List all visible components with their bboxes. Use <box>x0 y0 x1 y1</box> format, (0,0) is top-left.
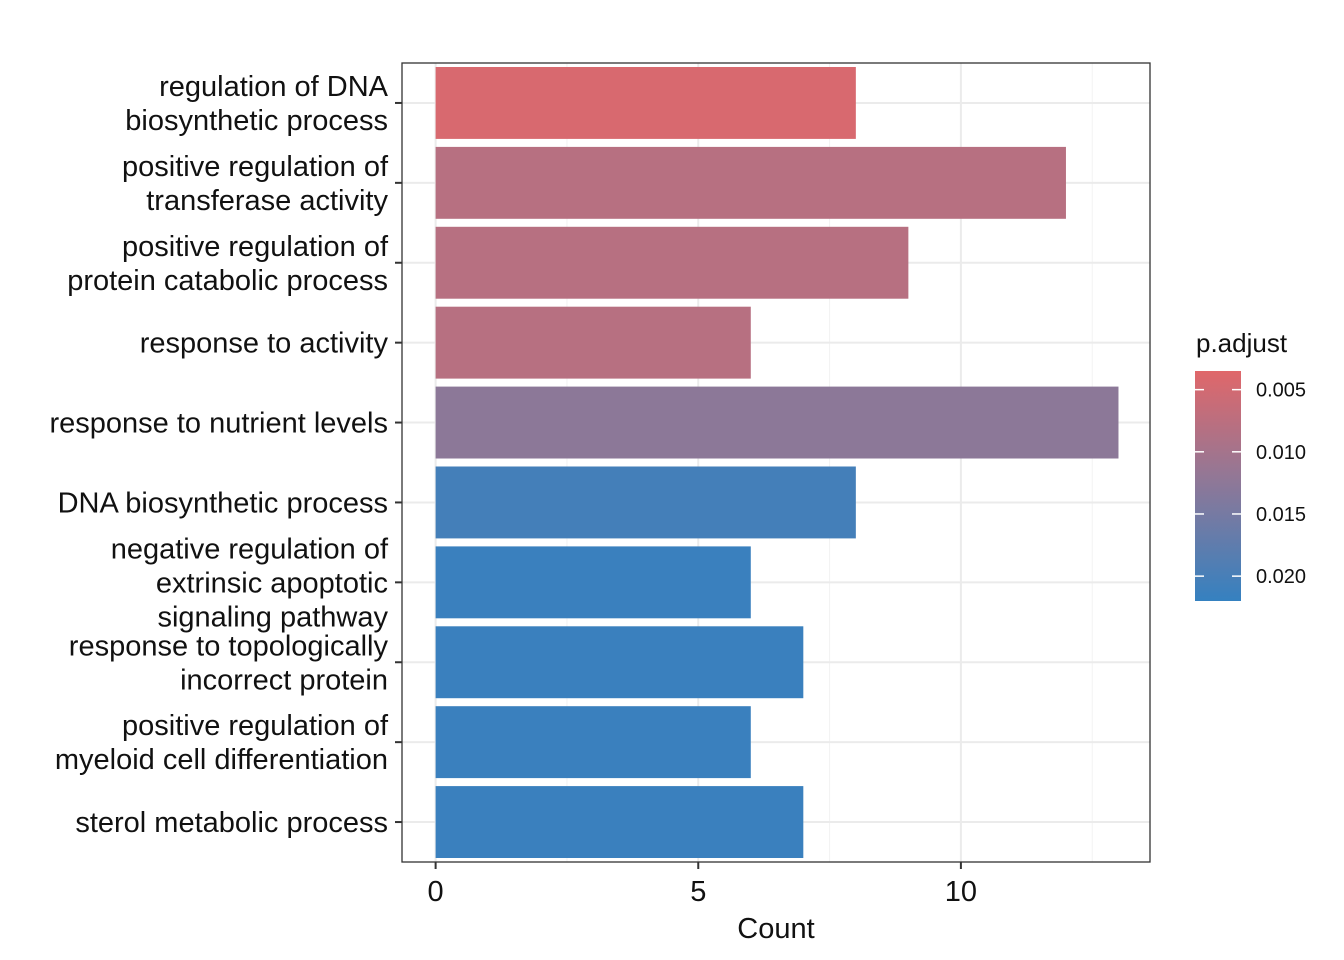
x-axis-title: Count <box>737 913 814 945</box>
legend-title: p.adjust <box>1196 328 1288 358</box>
x-tick-label: 5 <box>690 876 706 908</box>
bar <box>435 66 856 139</box>
bar <box>435 146 1066 219</box>
color-legend: p.adjust 0.005 0.010 0.015 0.020 <box>1195 328 1306 601</box>
category-label: negative regulation of extrinsic apoptoti… <box>111 533 389 633</box>
category-label: positive regulation of myeloid cell diffe… <box>55 710 389 776</box>
x-axis: 0 5 10 <box>428 862 977 908</box>
category-label: DNA biosynthetic process <box>58 487 388 519</box>
category-label: positive regulation of transferase activi… <box>122 151 389 217</box>
bar <box>435 226 909 299</box>
legend-tick-label: 0.015 <box>1256 504 1306 526</box>
category-label: response to activity <box>140 328 389 360</box>
bars-layer <box>435 66 1119 859</box>
x-tick-label: 0 <box>428 876 444 908</box>
plot-panel-border <box>401 62 1151 863</box>
bar <box>435 786 804 859</box>
bar <box>435 466 856 539</box>
legend-tick-label: 0.010 <box>1256 442 1306 464</box>
legend-colorbar <box>1195 371 1241 601</box>
bar <box>435 306 751 379</box>
legend-ticks: 0.005 0.010 0.015 0.020 <box>1195 380 1306 588</box>
category-label: regulation of DNA biosynthetic process <box>125 71 388 137</box>
legend-tick-label: 0.020 <box>1256 566 1306 588</box>
bar <box>435 386 1119 459</box>
x-tick-label: 10 <box>945 876 977 908</box>
category-label: positive regulation of protein catabolic … <box>67 231 389 297</box>
bar <box>435 706 751 779</box>
bar <box>435 626 804 699</box>
y-axis: regulation of DNA biosynthetic process pos… <box>49 71 402 839</box>
legend-tick-label: 0.005 <box>1256 380 1306 402</box>
category-label: response to nutrient levels <box>49 408 388 440</box>
bar <box>435 546 751 619</box>
category-label: response to topologically incorrect prote… <box>69 630 389 696</box>
category-label: sterol metabolic process <box>75 807 388 839</box>
